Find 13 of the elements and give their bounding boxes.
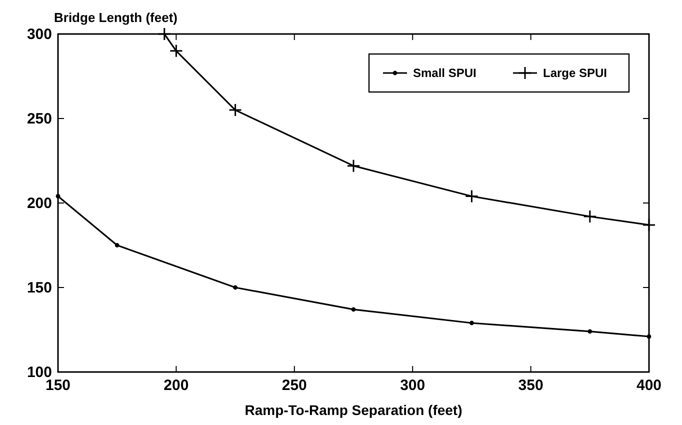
x-tick-label: 400 <box>636 377 662 394</box>
x-tick-label: 350 <box>518 377 544 394</box>
x-tick-label: 300 <box>400 377 426 394</box>
legend-label: Large SPUI <box>543 66 608 80</box>
x-tick-label: 250 <box>282 377 307 394</box>
legend-label: Small SPUI <box>413 66 476 80</box>
y-axis-title: Bridge Length (feet) <box>54 10 178 25</box>
x-tick-label: 200 <box>164 377 189 394</box>
x-axis-title: Ramp-To-Ramp Separation (feet) <box>244 402 462 418</box>
y-tick-label: 150 <box>26 280 52 296</box>
y-tick-label: 300 <box>26 26 52 43</box>
y-tick-label: 250 <box>26 110 52 128</box>
y-tick-label: 200 <box>26 195 52 212</box>
